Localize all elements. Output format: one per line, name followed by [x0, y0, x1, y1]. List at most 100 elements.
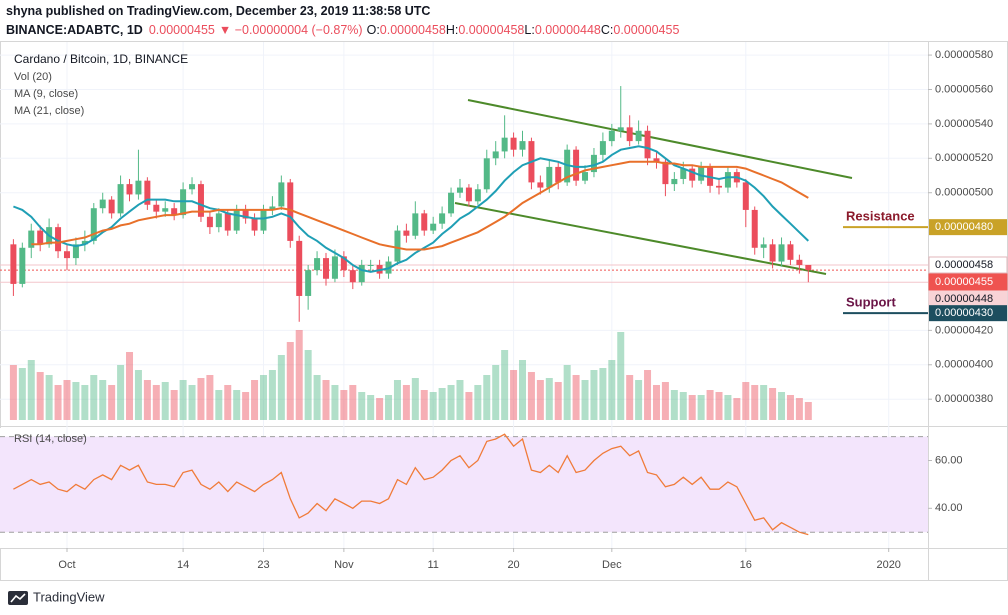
volume-bar — [143, 380, 151, 420]
volume-bar — [626, 375, 634, 420]
candle-body — [206, 216, 213, 228]
candle-body — [796, 259, 803, 265]
logo-stroke — [10, 593, 26, 603]
candle-body — [751, 209, 758, 248]
x-tick-label: 16 — [740, 559, 752, 571]
candle-body — [483, 158, 490, 190]
candle-body — [251, 218, 258, 231]
volume-bar — [670, 390, 678, 420]
candle-body — [635, 130, 642, 142]
volume-bar — [259, 375, 267, 420]
volume-bar — [527, 372, 535, 420]
candle-body — [537, 182, 544, 188]
candle-body — [510, 137, 517, 150]
volume-bar — [9, 365, 17, 420]
volume-bar — [786, 395, 794, 420]
candle-body — [126, 184, 133, 195]
y-tick-label: 0.00000400 — [935, 359, 993, 371]
candle-body — [63, 251, 70, 259]
candle-body — [81, 240, 88, 245]
volume-bar — [751, 385, 759, 420]
volume-bar — [197, 378, 205, 420]
volume-bar — [483, 375, 491, 420]
candle-body — [224, 213, 231, 231]
candle-body — [608, 130, 615, 142]
volume-bar — [134, 370, 142, 420]
x-tick-label: 20 — [507, 559, 519, 571]
volume-bar — [447, 385, 455, 420]
candle-body — [698, 166, 705, 181]
volume-bar — [206, 375, 214, 420]
candle-body — [456, 187, 463, 193]
candle-body — [215, 213, 222, 228]
candle-body — [394, 230, 401, 262]
candle-body — [19, 247, 26, 284]
volume-legend: Vol (20) — [14, 71, 52, 83]
price-label: 0.00000448 — [935, 293, 993, 305]
volume-bar — [286, 342, 294, 420]
volume-bar — [563, 365, 571, 420]
volume-bar — [536, 380, 544, 420]
candle-body — [724, 172, 731, 188]
volume-bar — [179, 380, 187, 420]
volume-bar — [99, 380, 107, 420]
candle-body — [448, 192, 455, 214]
price-label: 0.00000458 — [935, 259, 993, 271]
volume-bar — [545, 378, 553, 420]
change: ▼ −0.00000004 (−0.87%) — [219, 23, 363, 37]
last-price: 0.00000455 — [149, 23, 215, 37]
volume-bar — [393, 380, 401, 420]
volume-bar — [313, 375, 321, 420]
candle-body — [599, 141, 606, 155]
volume-bar — [340, 390, 348, 420]
candle-body — [233, 209, 240, 231]
rsi-line — [13, 433, 809, 536]
volume-bar — [251, 380, 259, 420]
volume-bar — [706, 390, 714, 420]
candle-body — [278, 182, 285, 207]
volume-bar — [45, 375, 53, 420]
publisher: shyna published on TradingView.com, Dece… — [6, 4, 430, 18]
rsi-tick-label: 60.00 — [935, 454, 963, 466]
volume-bar — [108, 385, 116, 420]
volume-bar — [54, 385, 62, 420]
candle-body — [99, 199, 106, 209]
volume-bar — [81, 385, 89, 420]
volume-bar — [661, 382, 669, 420]
ma-legend: MA (9, close) — [14, 88, 78, 100]
ohlc-key: O: — [367, 23, 380, 37]
volume-bar — [492, 365, 500, 420]
y-tick-label: 0.00000580 — [935, 49, 993, 61]
candle-body — [55, 227, 62, 252]
volume-bar — [18, 368, 26, 420]
volume-bar — [510, 370, 518, 420]
volume-bar — [697, 395, 705, 420]
rsi-tick-label: 40.00 — [935, 502, 963, 514]
x-tick-label: 11 — [427, 559, 438, 571]
x-tick-label: 23 — [257, 559, 269, 571]
level-label: 0.00000430 — [935, 307, 993, 319]
volume-bar — [420, 390, 428, 420]
volume-bar — [679, 392, 687, 420]
volume-bar — [90, 375, 98, 420]
symbol: BINANCE:ADABTC, 1D — [6, 23, 143, 37]
candle-body — [501, 137, 508, 152]
candle-body — [626, 127, 633, 142]
ma-line — [31, 160, 809, 251]
candle-body — [108, 199, 115, 214]
candle-body — [439, 213, 446, 224]
ohlc-key: L: — [524, 23, 534, 37]
volume-bar — [617, 332, 625, 420]
level-name: Support — [846, 295, 896, 310]
volume-bar — [27, 360, 35, 420]
candle-body — [582, 172, 589, 181]
candle-body — [323, 258, 330, 279]
candle-body — [260, 209, 267, 231]
volume-bar — [385, 395, 393, 420]
rsi-legend: RSI (14, close) — [14, 433, 87, 445]
ohlc-key: C: — [601, 23, 614, 37]
candle-body — [474, 189, 481, 202]
candle-body — [742, 182, 749, 210]
candle-body — [787, 244, 794, 260]
candle-body — [412, 213, 419, 236]
